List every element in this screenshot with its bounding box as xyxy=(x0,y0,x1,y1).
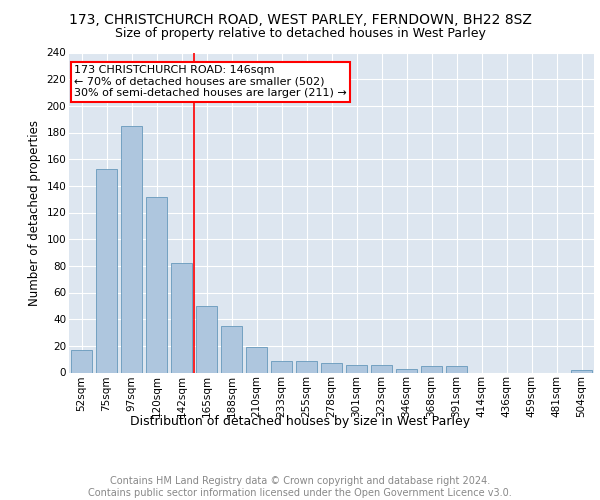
Bar xyxy=(121,126,142,372)
Bar xyxy=(371,364,392,372)
Bar xyxy=(221,326,242,372)
Bar xyxy=(71,350,92,372)
Bar xyxy=(346,364,367,372)
Bar xyxy=(171,263,192,372)
Bar xyxy=(196,306,217,372)
Bar xyxy=(571,370,592,372)
Bar xyxy=(146,196,167,372)
Bar xyxy=(446,366,467,372)
Text: Contains HM Land Registry data © Crown copyright and database right 2024.
Contai: Contains HM Land Registry data © Crown c… xyxy=(88,476,512,498)
Bar xyxy=(96,168,117,372)
Text: Distribution of detached houses by size in West Parley: Distribution of detached houses by size … xyxy=(130,415,470,428)
Y-axis label: Number of detached properties: Number of detached properties xyxy=(28,120,41,306)
Bar xyxy=(396,368,417,372)
Text: Size of property relative to detached houses in West Parley: Size of property relative to detached ho… xyxy=(115,28,485,40)
Text: 173, CHRISTCHURCH ROAD, WEST PARLEY, FERNDOWN, BH22 8SZ: 173, CHRISTCHURCH ROAD, WEST PARLEY, FER… xyxy=(68,12,532,26)
Bar xyxy=(271,360,292,372)
Bar xyxy=(296,360,317,372)
Bar xyxy=(421,366,442,372)
Text: 173 CHRISTCHURCH ROAD: 146sqm
← 70% of detached houses are smaller (502)
30% of : 173 CHRISTCHURCH ROAD: 146sqm ← 70% of d… xyxy=(74,66,347,98)
Bar xyxy=(246,347,267,372)
Bar xyxy=(321,363,342,372)
